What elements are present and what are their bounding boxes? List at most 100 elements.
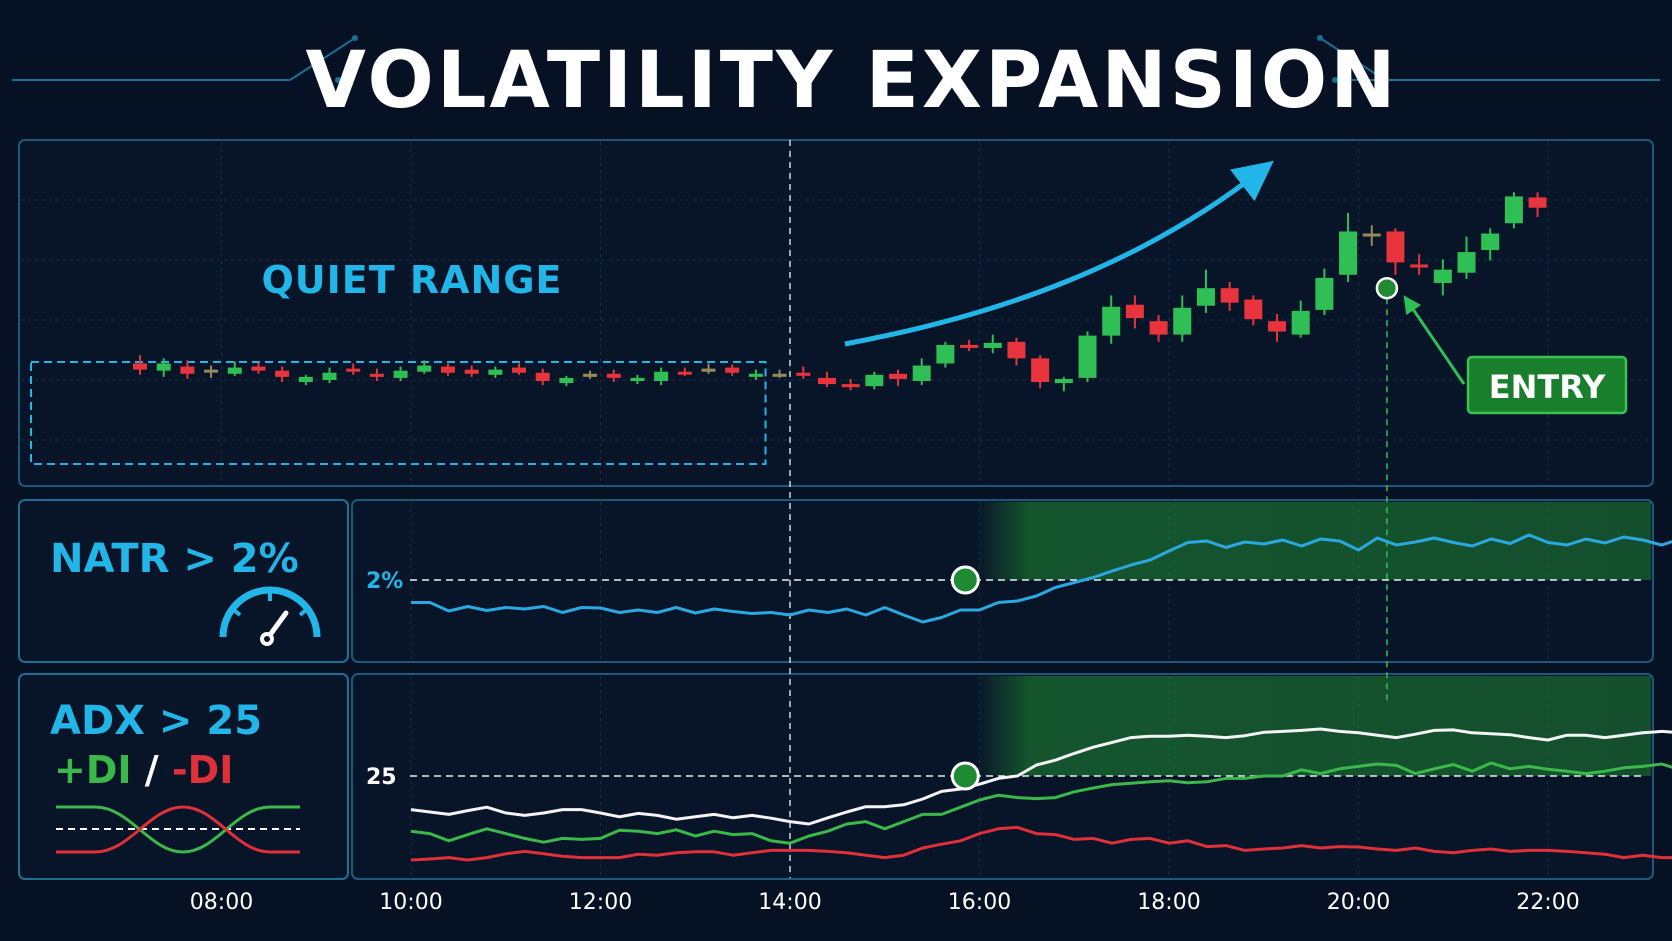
- candle-body: [583, 373, 598, 377]
- candle: [1102, 295, 1121, 344]
- candle: [936, 341, 955, 368]
- candle: [654, 367, 669, 386]
- quiet-range-label: QUIET RANGE: [261, 258, 562, 302]
- candle: [1291, 300, 1310, 338]
- candle: [180, 360, 195, 379]
- candle-body: [772, 373, 787, 377]
- x-tick-label: 18:00: [1137, 890, 1200, 915]
- candle: [796, 366, 811, 379]
- candle-body: [1457, 252, 1476, 273]
- candle: [960, 339, 979, 352]
- minus-di-line: [410, 825, 1672, 862]
- x-tick-label: 20:00: [1327, 890, 1390, 915]
- candle-body: [251, 366, 266, 371]
- candle-body: [960, 344, 979, 348]
- candle: [1410, 254, 1429, 275]
- candle: [1125, 295, 1144, 329]
- candle: [1031, 355, 1050, 389]
- candle-body: [677, 371, 692, 375]
- candle-body: [275, 370, 290, 377]
- candle-body: [1196, 288, 1215, 306]
- x-tick-label: 10:00: [379, 890, 442, 915]
- candlestick-series: [133, 192, 1547, 392]
- candle-body: [322, 372, 337, 380]
- candle: [1457, 236, 1476, 279]
- candle: [725, 364, 740, 376]
- candle: [440, 363, 455, 376]
- candle-body: [417, 365, 432, 372]
- candle-body: [912, 365, 931, 381]
- entry-label: ENTRY: [1489, 368, 1606, 406]
- candle: [748, 369, 763, 380]
- candle: [322, 367, 337, 384]
- plus-di-line: [410, 761, 1672, 845]
- candle: [1054, 376, 1073, 392]
- candle: [464, 365, 479, 377]
- candle-body: [464, 369, 479, 374]
- candle: [298, 374, 313, 386]
- adx-expansion-zone: [975, 676, 1651, 776]
- candle: [133, 355, 148, 375]
- candle-body: [1481, 233, 1500, 251]
- natr-series: [411, 533, 1672, 624]
- candle: [1244, 295, 1263, 326]
- candle-body: [1173, 307, 1192, 335]
- gauge-icon: [219, 586, 321, 646]
- adx-cross-marker: [950, 761, 980, 791]
- x-tick-label: 16:00: [948, 890, 1011, 915]
- candle: [677, 367, 692, 376]
- di-separator: /: [132, 748, 172, 792]
- candle-body: [1362, 233, 1381, 237]
- candle: [1339, 212, 1358, 282]
- candle-body: [1386, 231, 1405, 263]
- candle-body: [1268, 321, 1287, 332]
- candle: [606, 369, 621, 383]
- candle: [1362, 225, 1381, 246]
- candle: [1433, 259, 1452, 296]
- candle-body: [535, 372, 550, 381]
- candle-body: [1078, 335, 1097, 378]
- x-tick-label: 22:00: [1516, 890, 1579, 915]
- candle-body: [1528, 197, 1547, 208]
- candle: [701, 363, 716, 374]
- di-crossover-icon: [56, 805, 300, 854]
- candle: [865, 371, 884, 390]
- candle: [275, 366, 290, 383]
- candle-body: [936, 344, 955, 364]
- natr-condition-label: NATR > 2%: [50, 536, 299, 582]
- price-panel: [18, 139, 1654, 487]
- candle-body: [725, 367, 740, 373]
- candle-body: [1291, 310, 1310, 335]
- x-axis-ticks: 08:00 10:00 12:00 14:00 16:00 18:00 20:00 22:00: [190, 890, 1580, 915]
- candle-body: [1410, 264, 1429, 268]
- di-legend: +DI / -DI: [54, 748, 233, 792]
- natr-cross-marker: [950, 565, 980, 595]
- minus-di-label: -DI: [172, 748, 233, 792]
- candle-body: [559, 377, 574, 384]
- candle-body: [1504, 196, 1523, 224]
- entry-callout: ENTRY: [1403, 295, 1628, 415]
- candle: [1078, 331, 1097, 383]
- candle: [1481, 228, 1500, 261]
- natr-label-panel: [18, 499, 349, 663]
- candle-body: [1315, 277, 1334, 310]
- candle: [1268, 313, 1287, 342]
- candle-body: [630, 377, 645, 381]
- x-tick-label: 08:00: [190, 890, 253, 915]
- candle: [346, 363, 361, 375]
- candle: [156, 358, 171, 377]
- candle-body: [1125, 304, 1144, 319]
- candle-body: [1149, 321, 1168, 335]
- candle: [1220, 282, 1239, 311]
- candle-body: [983, 342, 1002, 348]
- candle-body: [156, 363, 171, 371]
- candle-body: [298, 376, 313, 383]
- candle: [1386, 228, 1405, 275]
- candle: [1149, 315, 1168, 342]
- candle: [630, 374, 645, 385]
- candle-body: [654, 371, 669, 381]
- x-tick-label: 14:00: [758, 890, 821, 915]
- candle: [583, 370, 598, 379]
- adx-condition-label: ADX > 25: [50, 698, 262, 744]
